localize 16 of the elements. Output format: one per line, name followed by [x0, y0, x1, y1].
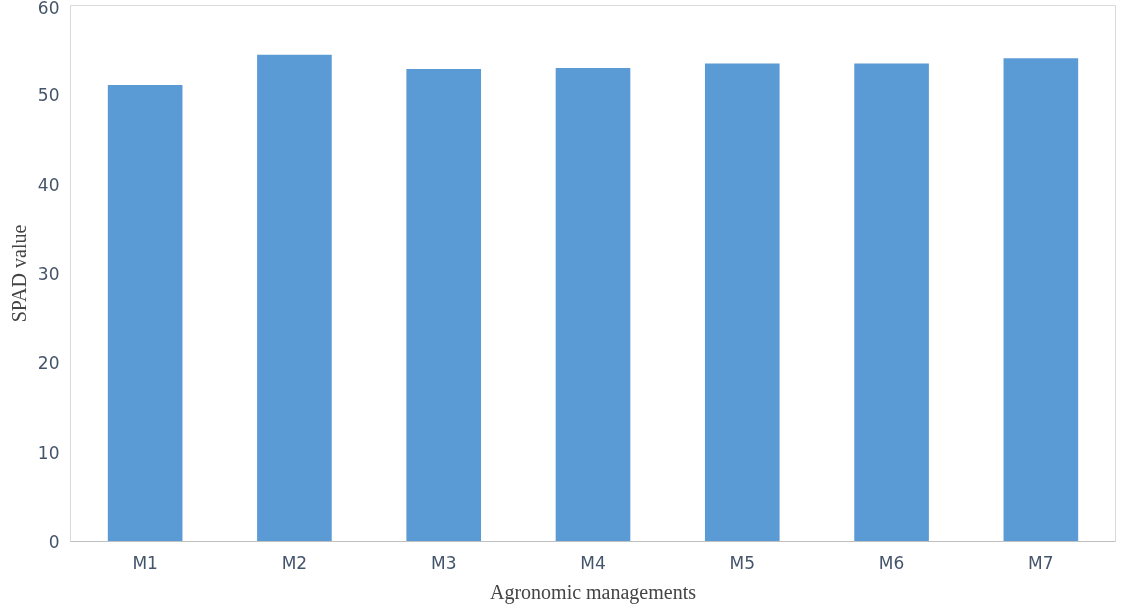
x-tick-label: M4 — [580, 552, 606, 573]
y-tick-label: 10 — [37, 442, 60, 463]
y-tick-label: 0 — [48, 532, 60, 552]
x-tick-label: M6 — [878, 552, 905, 573]
y-axis-title: SPAD value — [7, 224, 30, 323]
y-tick-label: 20 — [37, 353, 60, 374]
y-tick-label: 50 — [37, 85, 60, 106]
y-tick-label: 60 — [37, 0, 60, 18]
x-tick-label: M1 — [132, 552, 158, 573]
y-tick-label: 30 — [37, 264, 60, 284]
y-tick-label: 40 — [37, 174, 60, 195]
x-tick-label: M2 — [281, 552, 308, 573]
x-axis-title: Agronomic managements — [489, 580, 697, 604]
x-tick-label: M3 — [430, 552, 457, 573]
x-tick-label: M7 — [1028, 552, 1054, 573]
x-tick-label: M5 — [729, 552, 756, 573]
